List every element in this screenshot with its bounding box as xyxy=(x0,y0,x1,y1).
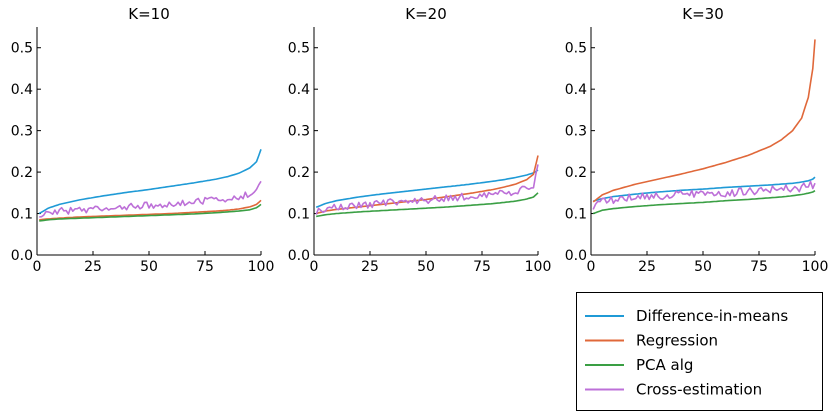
x-tick-label: 100 xyxy=(248,259,275,275)
x-tick-label: 75 xyxy=(196,259,214,275)
x-tick-label: 25 xyxy=(361,259,379,275)
y-tick-label: 0.3 xyxy=(565,124,587,140)
y-tick-label: 0.1 xyxy=(288,207,310,223)
y-tick-label: 0.1 xyxy=(565,207,587,223)
x-tick-label: 75 xyxy=(473,259,491,275)
y-tick-label: 0.3 xyxy=(288,124,310,140)
series-line xyxy=(592,176,816,202)
panel-title: K=10 xyxy=(128,5,170,23)
x-tick-label: 50 xyxy=(140,259,158,275)
x-tick-label: 25 xyxy=(638,259,656,275)
legend-label: Cross-estimation xyxy=(636,381,762,399)
series-line xyxy=(38,149,262,215)
panel-title: K=30 xyxy=(682,5,724,23)
y-tick-label: 0.1 xyxy=(11,207,33,223)
y-tick-label: 0.0 xyxy=(11,248,33,264)
series-line xyxy=(39,180,262,218)
x-tick-label: 50 xyxy=(694,259,712,275)
y-tick-label: 0.0 xyxy=(288,248,310,264)
y-tick-label: 0.5 xyxy=(288,41,310,57)
y-tick-label: 0.4 xyxy=(565,82,587,98)
legend: Difference-in-means Regression PCA alg Cros… xyxy=(576,292,823,411)
x-tick-label: 100 xyxy=(802,259,829,275)
y-tick-label: 0.2 xyxy=(11,165,33,181)
legend-label: Difference-in-means xyxy=(636,307,788,325)
y-tick-label: 0.5 xyxy=(565,41,587,57)
y-tick-label: 0.5 xyxy=(11,41,33,57)
legend-label: PCA alg xyxy=(636,356,693,374)
legend-box xyxy=(576,292,823,411)
x-tick-label: 75 xyxy=(750,259,768,275)
x-tick-label: 0 xyxy=(587,259,596,275)
panel-3: K=30 0.0 0.1 0.2 0.3 0.4 0.5 0 25 50 75 100 xyxy=(565,5,829,275)
series-line xyxy=(39,203,262,222)
x-tick-label: 100 xyxy=(525,259,552,275)
y-tick-label: 0.4 xyxy=(288,82,310,98)
panel-2: K=20 0.0 0.1 0.2 0.3 0.4 0.5 0 25 50 75 100 xyxy=(288,5,552,275)
series-line xyxy=(39,199,262,221)
series-line xyxy=(316,192,539,218)
series-line xyxy=(592,180,816,210)
series-line xyxy=(315,164,539,215)
series-line xyxy=(315,155,539,215)
y-tick-label: 0.3 xyxy=(11,124,33,140)
x-tick-label: 0 xyxy=(310,259,319,275)
series-line xyxy=(315,169,539,209)
y-tick-label: 0.4 xyxy=(11,82,33,98)
chart-panels: K=100.00.10.20.30.40.50 25 50 75 100K=200.00… xyxy=(11,5,829,275)
series-line xyxy=(592,190,816,215)
y-tick-label: 0.2 xyxy=(288,165,310,181)
x-tick-label: 25 xyxy=(84,259,102,275)
panel-1: K=10 0.0 0.1 0.2 0.3 0.4 0.5 0 25 50 75 100 xyxy=(11,5,275,275)
y-tick-label: 0.2 xyxy=(565,165,587,181)
y-tick-label: 0.0 xyxy=(565,248,587,264)
panel-title: K=20 xyxy=(405,5,447,23)
x-tick-label: 0 xyxy=(33,259,42,275)
series-line xyxy=(592,39,816,203)
x-tick-label: 50 xyxy=(417,259,435,275)
legend-label: Regression xyxy=(636,332,718,350)
